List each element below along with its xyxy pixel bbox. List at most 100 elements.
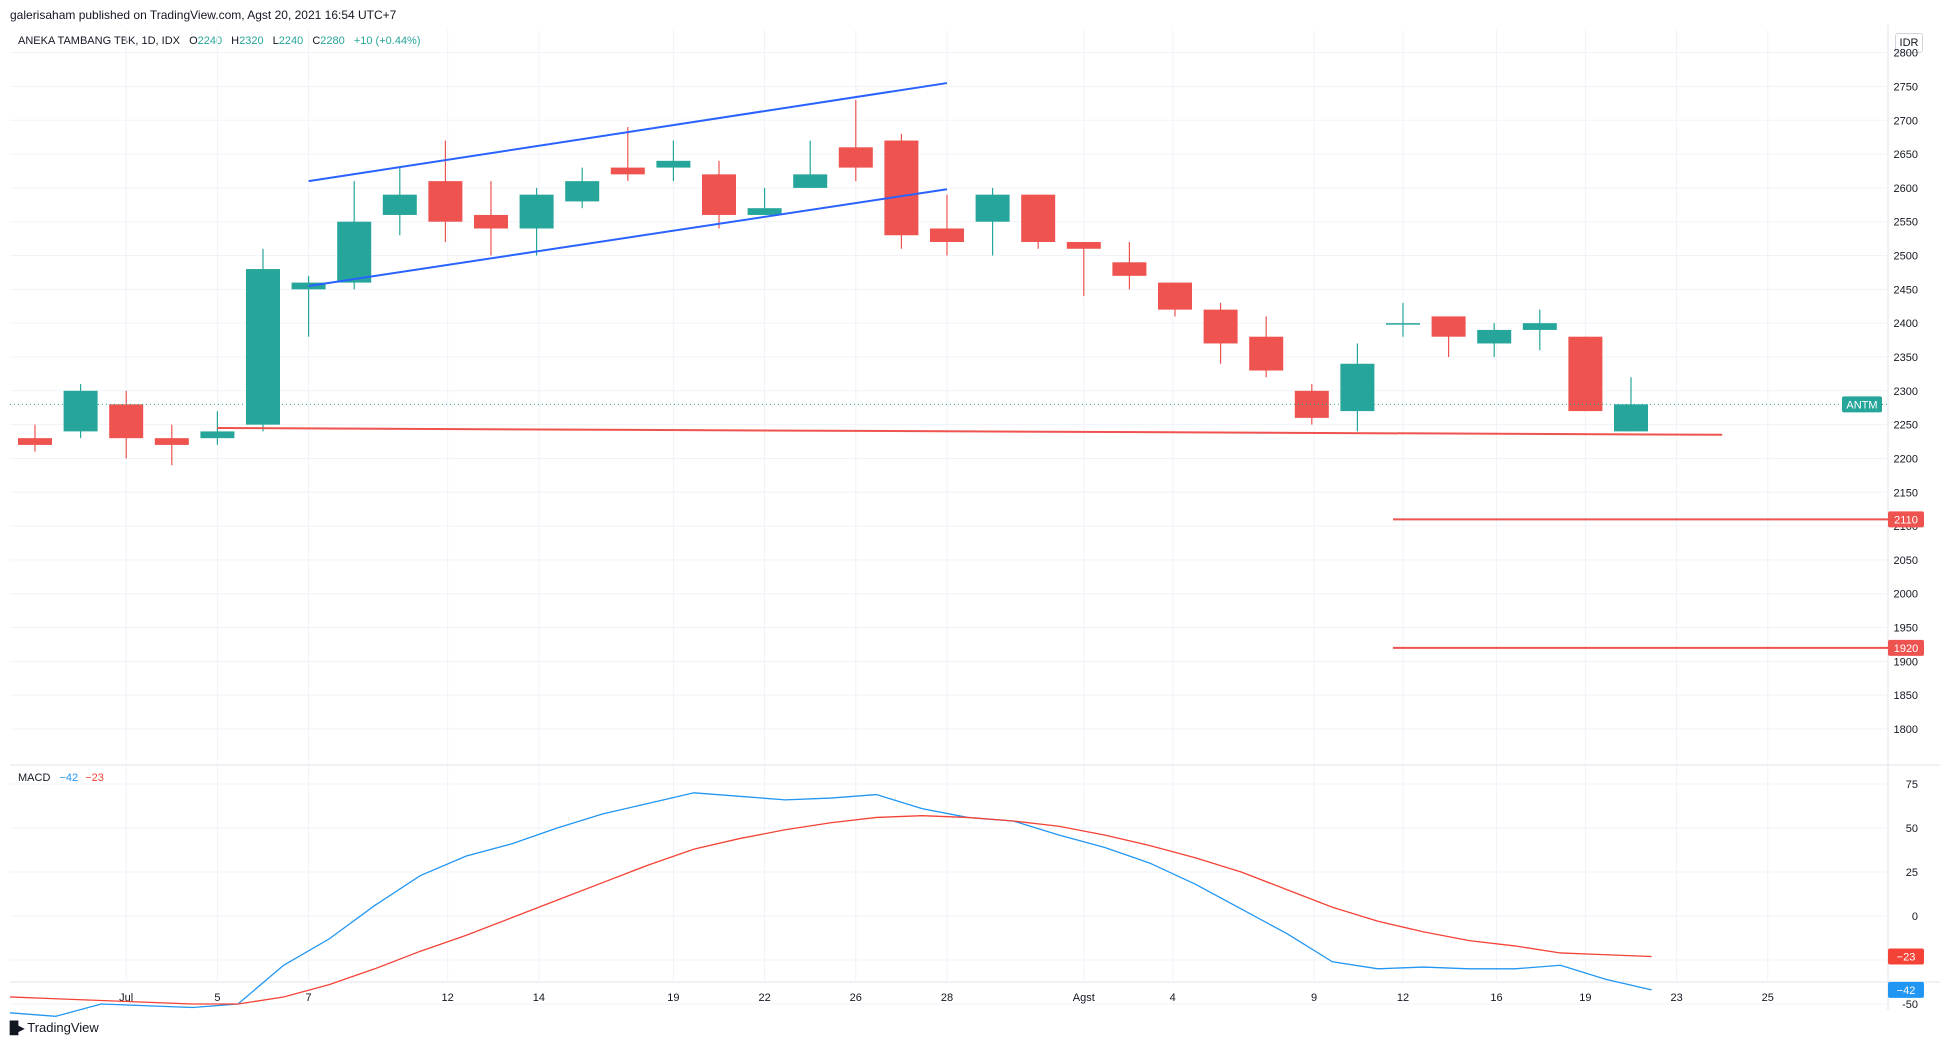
price-tick-label: 2250: [1894, 420, 1918, 432]
macd-title: MACD: [18, 772, 51, 784]
candle-body: [474, 214, 508, 229]
level-tag-label: 1920: [1894, 643, 1918, 655]
price-tick-label: 1850: [1894, 690, 1918, 702]
time-tick-label: 25: [1762, 992, 1774, 1004]
price-tick-label: 2300: [1894, 386, 1918, 398]
price-tick-label: 2550: [1894, 217, 1918, 229]
price-tick-label: 2000: [1894, 589, 1918, 601]
symbol-tag-label: ANTM: [1846, 399, 1877, 411]
time-tick-label: 5: [214, 992, 220, 1004]
price-tick-label: 2200: [1894, 453, 1918, 465]
time-tick-label: 19: [667, 992, 679, 1004]
candle-body: [428, 181, 463, 222]
price-tick-label: 2700: [1894, 115, 1918, 127]
macd-line: [9, 792, 1652, 1017]
macd-tick-label: -50: [1902, 999, 1918, 1011]
price-tick-label: 2650: [1894, 149, 1918, 161]
macd-legend: MACD −42 −23: [18, 772, 104, 784]
candle-body: [519, 194, 554, 229]
candle-body: [1203, 309, 1238, 344]
time-tick-label: 19: [1579, 992, 1591, 1004]
candle-body: [1021, 194, 1056, 243]
channel-lower-line: [308, 188, 948, 287]
time-tick-label: 9: [1311, 992, 1317, 1004]
candle-body: [702, 174, 736, 215]
candle-body: [930, 228, 964, 243]
price-tick-label: 1900: [1894, 656, 1918, 668]
candle-body: [63, 390, 98, 432]
candle-body: [1294, 390, 1329, 418]
candle-body: [656, 160, 691, 168]
high-value: 2320: [239, 35, 264, 47]
symbol-tag: [1842, 396, 1882, 413]
symbol-info: ANEKA TAMBANG TBK, 1D, IDX O2240 H2320 L…: [18, 35, 421, 47]
candle-body: [1340, 363, 1375, 412]
channel-upper-line: [308, 82, 948, 183]
close-label: C: [312, 35, 321, 47]
level-tag-label: 2110: [1894, 514, 1918, 526]
symbol-name: ANEKA TAMBANG TBK, 1D, IDX: [18, 35, 180, 47]
candle-body: [610, 167, 645, 175]
candle-body: [975, 194, 1010, 222]
time-tick-label: 23: [1670, 992, 1682, 1004]
candle-body: [337, 221, 372, 283]
candle-body: [200, 431, 235, 439]
price-tick-label: 2050: [1894, 555, 1918, 567]
price-tick-label: 2100: [1894, 521, 1918, 533]
candle-body: [1112, 262, 1147, 276]
candle-body: [291, 282, 326, 290]
publisher-header: galerisaham published on TradingView.com…: [10, 8, 397, 22]
macd-tick-label: 75: [1906, 779, 1918, 791]
time-tick-label: 22: [758, 992, 770, 1004]
candle-body: [109, 404, 144, 439]
candle-body: [246, 269, 280, 425]
candle-body: [1477, 329, 1512, 344]
open-value: 2240: [197, 35, 223, 47]
brand-label: TradingView: [27, 1020, 99, 1035]
macd-tag-label: −42: [1897, 985, 1916, 997]
time-tick-label: Jul: [119, 992, 133, 1004]
candle-body: [884, 140, 919, 236]
candle-body: [1431, 316, 1466, 337]
price-tick-label: 1950: [1894, 623, 1918, 635]
signal-line: [9, 815, 1652, 1005]
candle-body: [565, 181, 600, 202]
level-tag: [1888, 639, 1924, 656]
candle-body: [1249, 336, 1284, 371]
price-tick-label: 1800: [1894, 724, 1918, 736]
currency-button[interactable]: IDR: [1895, 33, 1923, 53]
price-tick-label: 2750: [1894, 81, 1918, 93]
high-label: H: [231, 35, 240, 47]
time-tick-label: Agst: [1073, 992, 1095, 1004]
price-tick-label: 2150: [1894, 487, 1918, 499]
open-label: O: [189, 35, 198, 47]
time-tick-label: 26: [850, 992, 862, 1004]
macd-tick-label: 50: [1906, 823, 1918, 835]
signal-tag: [1888, 948, 1924, 965]
macd-tick-label: 0: [1912, 911, 1918, 923]
time-tick-label: 12: [1397, 992, 1409, 1004]
candle-body: [1614, 404, 1648, 432]
price-tick-label: 2500: [1894, 251, 1918, 263]
close-value: 2280: [320, 35, 345, 47]
time-tick-label: 7: [306, 992, 312, 1004]
candle-body: [1568, 336, 1603, 412]
price-tick-label: 2600: [1894, 183, 1918, 195]
candle-body: [1522, 323, 1557, 330]
time-tick-label: 12: [442, 992, 454, 1004]
candle-body: [382, 194, 417, 215]
level-tag: [1888, 511, 1924, 528]
macd-tag: [1888, 981, 1924, 998]
signal-value: −23: [85, 772, 104, 784]
time-tick-label: 28: [941, 992, 953, 1004]
price-tick-label: 2400: [1894, 318, 1918, 330]
low-label: L: [272, 35, 279, 47]
footer-brand: ▉▸ TradingView: [10, 1020, 99, 1035]
candle-body: [1386, 323, 1420, 325]
candle-body: [747, 208, 782, 215]
price-tick-label: 2450: [1894, 284, 1918, 296]
time-tick-label: 4: [1170, 992, 1176, 1004]
candle-body: [18, 438, 52, 445]
candle-body: [1066, 242, 1101, 249]
